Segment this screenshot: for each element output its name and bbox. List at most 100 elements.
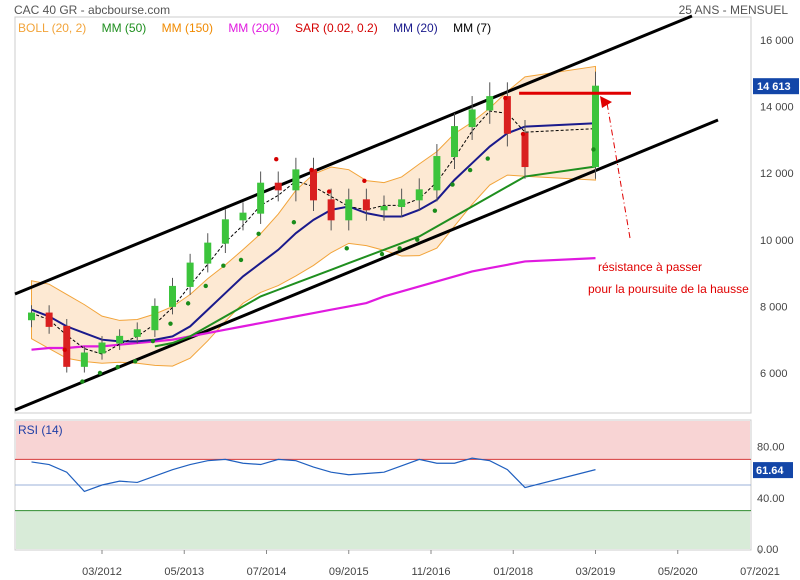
sar-dot <box>133 359 138 364</box>
sar-dot <box>115 364 120 370</box>
y-tick-label: 16 000 <box>760 35 794 47</box>
legend-mm20: MM (20) <box>393 21 438 35</box>
sar-dot <box>450 182 455 187</box>
sar-dot <box>185 301 191 306</box>
mm200-line <box>31 257 596 351</box>
candle-body <box>204 242 212 264</box>
channel-upper-line <box>14 14 693 296</box>
sar-dot <box>415 237 420 242</box>
y-tick-label: 10 000 <box>760 235 794 247</box>
candle-body <box>151 305 159 331</box>
sar-dot <box>221 263 226 268</box>
candle-body <box>521 132 529 168</box>
annotation-text-2: pour la poursuite de la hausse <box>588 282 749 296</box>
sar-dot <box>379 251 385 257</box>
legend-sar: SAR (0.02, 0.2) <box>295 21 378 35</box>
rsi-y-tick-label: 40.00 <box>757 493 785 505</box>
candle-body <box>327 199 335 221</box>
candle-body <box>503 96 511 134</box>
x-tick-label: 05/2013 <box>164 566 204 578</box>
candle-body <box>398 199 406 207</box>
y-tick-label: 14 000 <box>760 102 794 114</box>
candle-body <box>292 169 300 191</box>
y-tick-label: 8 000 <box>760 301 788 313</box>
candle-body <box>274 182 282 191</box>
candle-body <box>80 352 88 367</box>
legend-mm7: MM (7) <box>453 21 492 35</box>
candle-body <box>257 182 265 214</box>
rsi-value-label: 61.64 <box>756 465 784 477</box>
sar-dot <box>291 220 297 225</box>
candle-body <box>362 199 370 211</box>
candle-body <box>415 189 423 201</box>
legend-mm50: MM (50) <box>101 21 147 35</box>
sar-dot <box>485 156 490 161</box>
chart-title: CAC 40 GR - abcbourse.com <box>14 3 171 17</box>
rsi-y-tick-label: 0.00 <box>757 544 778 556</box>
rsi-title: RSI (14) <box>18 423 63 437</box>
rsi-y-tick-label: 80.00 <box>757 442 785 454</box>
sar-dot <box>432 208 438 213</box>
candle-body <box>433 156 441 191</box>
legend-mm150: MM (150) <box>161 21 213 35</box>
rsi-line <box>31 457 596 493</box>
last-price-badge <box>753 78 799 95</box>
candle-body <box>345 199 353 221</box>
candle-body <box>45 312 53 327</box>
candle-body <box>239 212 247 221</box>
sar-dot <box>97 370 103 376</box>
x-tick-label: 09/2015 <box>329 566 369 578</box>
sar-dot <box>256 231 261 237</box>
channel-lower-line <box>14 118 719 412</box>
candle-body <box>486 96 494 111</box>
candle-body <box>133 329 141 337</box>
sar-dot <box>62 347 67 353</box>
candle-body <box>98 342 106 354</box>
x-tick-label: 07/2021 <box>740 566 780 578</box>
sar-dot <box>397 246 402 251</box>
legend: BOLL (20, 2) MM (50) MM (150) MM (200) S… <box>18 21 503 35</box>
candle-body <box>310 169 317 201</box>
annotation-arrow-line <box>606 102 631 239</box>
candle-body <box>380 206 388 211</box>
x-tick-label: 05/2020 <box>658 566 698 578</box>
sar-dot <box>80 379 85 384</box>
annotation-text-1: résistance à passer <box>598 260 702 274</box>
legend-boll: BOLL (20, 2) <box>18 21 87 35</box>
x-tick-label: 11/2016 <box>412 566 451 578</box>
candle-body <box>592 85 599 168</box>
sar-dot <box>362 178 367 183</box>
sar-dot <box>344 246 349 251</box>
rsi-value-badge <box>753 462 793 479</box>
candle-body <box>169 285 176 307</box>
sar-dot <box>520 131 526 137</box>
x-tick-label: 03/2019 <box>576 566 616 578</box>
candle-body <box>116 335 124 344</box>
candle-body <box>186 262 194 287</box>
candle-body <box>468 109 476 128</box>
annotation-arrow-head <box>600 96 612 108</box>
candle-body <box>221 219 229 244</box>
sar-dot <box>203 283 208 289</box>
sar-dot <box>591 147 596 152</box>
candle-body <box>28 312 35 321</box>
rsi-overbought-zone <box>16 421 750 460</box>
sar-dot <box>238 257 244 263</box>
y-tick-label: 6 000 <box>760 368 788 380</box>
sar-dot <box>326 189 332 194</box>
x-tick-label: 07/2014 <box>247 566 287 578</box>
chart-period: 25 ANS - MENSUEL <box>678 3 788 17</box>
y-tick-label: 12 000 <box>760 168 794 180</box>
sar-dot <box>168 321 173 326</box>
sar-dot <box>274 157 279 162</box>
sar-dot <box>309 167 314 173</box>
mm50-line <box>154 165 596 348</box>
last-price-label: 14 613 <box>757 81 791 93</box>
rsi-oversold-zone <box>16 510 750 549</box>
legend-mm200: MM (200) <box>228 21 280 35</box>
candle-body <box>63 325 71 367</box>
candle-body <box>451 126 458 158</box>
sar-dot <box>467 167 473 173</box>
